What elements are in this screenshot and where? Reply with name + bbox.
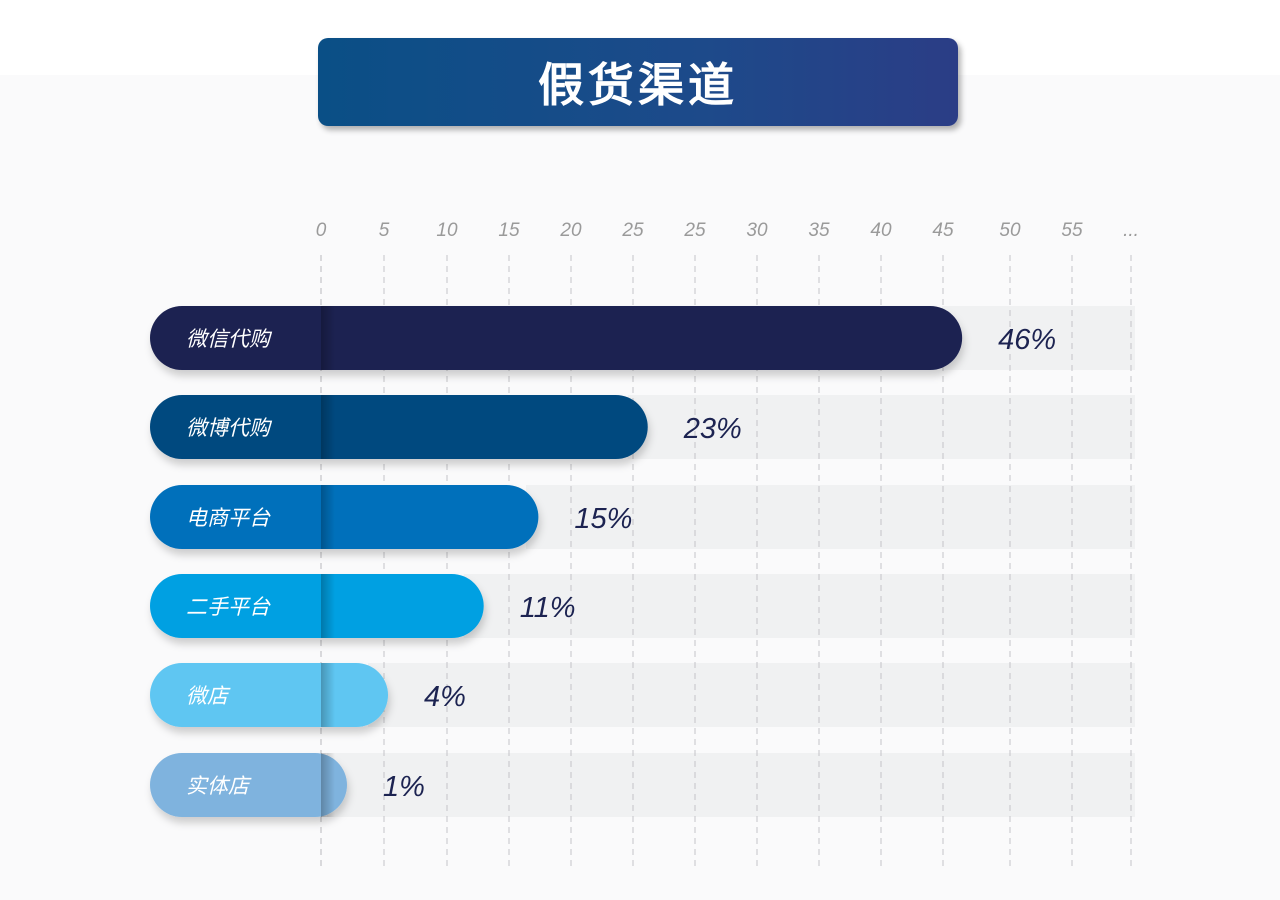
x-tick-label: 40 [870, 220, 892, 241]
bar-track [627, 395, 1135, 459]
bar [150, 485, 539, 549]
bar [150, 753, 347, 817]
category-label: 二手平台 [186, 595, 271, 619]
bar-track [327, 753, 1135, 817]
bar [150, 306, 963, 370]
axis-shade [321, 395, 335, 459]
x-tick-label: 55 [1061, 220, 1083, 241]
chart-title: 假货渠道 [318, 38, 958, 126]
x-tick-label: ... [1123, 220, 1139, 241]
axis-shade [321, 663, 335, 727]
value-label: 11% [520, 592, 576, 624]
category-label: 电商平台 [186, 506, 271, 530]
axis-shade [321, 574, 335, 638]
axis-shade [321, 306, 335, 370]
x-tick-label: 10 [436, 220, 458, 241]
x-tick-label: 0 [316, 220, 327, 241]
value-label: 4% [424, 681, 466, 713]
bar [150, 574, 484, 638]
bar-track [526, 485, 1135, 549]
x-tick-label: 50 [999, 220, 1021, 241]
x-tick-label: 15 [498, 220, 520, 241]
category-label: 微信代购 [186, 327, 273, 351]
axis-shade [321, 485, 335, 549]
value-label: 46% [998, 324, 1056, 356]
x-tick-label: 25 [621, 220, 644, 241]
bar [150, 395, 648, 459]
category-label: 微店 [186, 684, 231, 708]
x-tick-label: 20 [559, 220, 582, 241]
category-label: 实体店 [186, 774, 252, 798]
x-tick-label: 30 [746, 220, 768, 241]
value-label: 23% [683, 413, 742, 445]
x-tick-label: 35 [808, 220, 830, 241]
x-tick-label: 5 [379, 220, 390, 241]
value-label: 15% [574, 503, 632, 535]
x-tick-label: 25 [683, 220, 706, 241]
bar-track [942, 306, 1135, 370]
x-tick-label: 45 [932, 220, 954, 241]
bar-track [368, 663, 1135, 727]
axis-shade [321, 753, 335, 817]
category-label: 微博代购 [186, 416, 273, 440]
value-label: 1% [383, 771, 425, 803]
bar-track [463, 574, 1135, 638]
